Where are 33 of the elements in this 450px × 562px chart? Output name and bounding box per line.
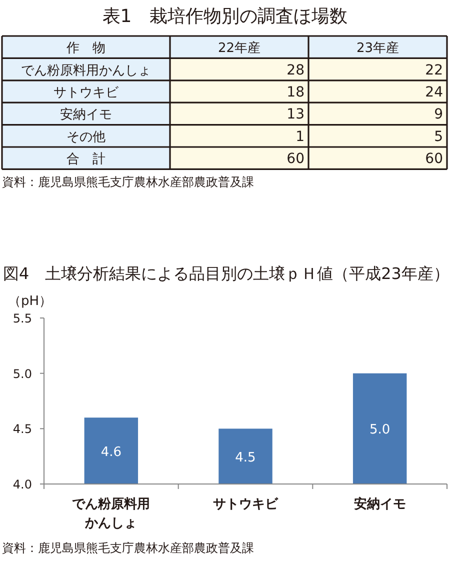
y-tick-label: 5.5	[12, 312, 32, 326]
data-label: 18	[286, 84, 304, 100]
data-label: 13	[286, 106, 304, 123]
series-label: 22年産	[218, 40, 261, 56]
category-label: サトウキビ	[54, 86, 120, 100]
y-tick-label: 4.0	[12, 478, 32, 492]
x-tick-label: でん粉原料用かんしょ	[72, 497, 150, 531]
category-label: その他	[66, 130, 106, 145]
data-label: 5	[434, 128, 443, 145]
text: 作 物	[66, 41, 106, 56]
x-tick-label: サトウキビ	[213, 497, 279, 512]
text: 資料：鹿児島県熊毛支庁農林水産部農政普及課	[2, 175, 254, 190]
data-label: 28	[286, 62, 304, 78]
data-label: 22	[425, 62, 443, 78]
x-tick-label: 安納イモ	[354, 496, 406, 512]
y-tick-label: 4.5	[12, 422, 32, 436]
data-label: 60	[425, 151, 443, 168]
chart-title: 図4 土壌分析結果による品目別の土壌ｐＨ値（平成23年産）	[3, 264, 450, 283]
text: 表1 栽培作物別の調査ほ場数	[102, 6, 348, 27]
series-label: 23年産	[356, 40, 400, 56]
text: 資料：鹿児島県熊毛支庁農林水産部農政普及課	[2, 541, 254, 555]
data-label: 60	[286, 151, 304, 168]
data-label: 4.5	[235, 450, 256, 466]
y-axis-title: （pH）	[8, 294, 52, 309]
data-label: 24	[425, 84, 444, 100]
category-label: でん粉原料用かんしょ	[21, 63, 151, 78]
category-label: 合 計	[66, 152, 106, 168]
data-label: 1	[296, 128, 304, 145]
category-label: 安納イモ	[60, 106, 112, 123]
data-label: 9	[434, 106, 443, 123]
data-label: 5.0	[369, 422, 390, 438]
data-label: 4.6	[100, 444, 122, 460]
y-tick-label: 5.0	[12, 366, 32, 381]
